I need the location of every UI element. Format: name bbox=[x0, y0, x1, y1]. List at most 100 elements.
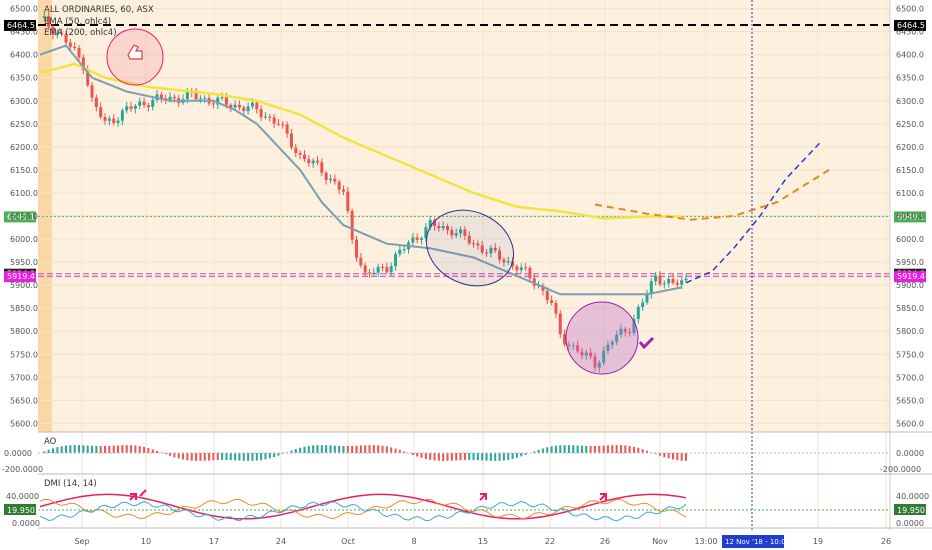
ao-bar bbox=[52, 448, 55, 453]
candle-body bbox=[220, 97, 224, 99]
ao-bar bbox=[264, 453, 267, 460]
candle-body bbox=[593, 356, 597, 368]
ao-bar bbox=[216, 453, 219, 461]
ao-bar bbox=[450, 453, 453, 461]
candle-body bbox=[424, 227, 428, 239]
x-tick-label: Nov bbox=[652, 537, 668, 546]
moving-averages bbox=[39, 44, 682, 296]
ao-bar bbox=[520, 453, 523, 457]
candle-body bbox=[60, 33, 64, 35]
candle-body bbox=[64, 33, 68, 43]
candle-body bbox=[506, 261, 510, 263]
candle-body bbox=[558, 313, 562, 335]
candle-body bbox=[467, 235, 471, 244]
y-tick-label-left: 5850.0 bbox=[10, 304, 38, 313]
candle-body bbox=[472, 243, 476, 245]
candle-body bbox=[515, 266, 519, 271]
ao-bar bbox=[429, 453, 432, 460]
ao-bar bbox=[624, 445, 627, 453]
dmi-minus-line bbox=[39, 498, 687, 519]
ao-bar bbox=[190, 453, 193, 461]
y-tick-label-left: 5900.0 bbox=[10, 281, 38, 290]
ao-bar bbox=[112, 445, 115, 453]
ao-bar bbox=[585, 445, 588, 453]
ao-bar bbox=[368, 445, 371, 453]
candle-body bbox=[138, 101, 142, 106]
ao-bar bbox=[671, 453, 674, 460]
candle-body bbox=[498, 250, 502, 260]
date-badge-label: 12 Nov '18 - 10:00 bbox=[725, 538, 790, 546]
candle-body bbox=[541, 285, 545, 291]
y-tick-label-right: 6250.0 bbox=[896, 120, 924, 129]
ao-bar bbox=[229, 453, 232, 461]
candle-body bbox=[129, 106, 133, 109]
candle-body bbox=[289, 133, 293, 148]
level-label-right: 6049.1 bbox=[897, 212, 925, 221]
projection-orange bbox=[594, 169, 830, 221]
candle-body bbox=[610, 341, 614, 345]
ao-bar bbox=[268, 453, 271, 459]
candle-body bbox=[571, 345, 575, 347]
dmi-right-tick-0: 0.0000 bbox=[896, 519, 924, 528]
ao-bar bbox=[476, 453, 479, 461]
ao-bar bbox=[411, 453, 414, 455]
candle-body bbox=[333, 178, 337, 182]
ao-bar bbox=[364, 445, 367, 453]
arrow-icon bbox=[599, 493, 607, 501]
ao-bar bbox=[234, 453, 237, 461]
level-label-right: 6464.5 bbox=[897, 21, 925, 30]
ao-bar bbox=[299, 447, 302, 453]
ao-bar bbox=[554, 445, 557, 453]
level-label: 6464.5 bbox=[7, 21, 35, 30]
ao-bar bbox=[437, 453, 440, 461]
ao-bar bbox=[177, 453, 180, 459]
dmi-right-tick-40: 40.0000 bbox=[896, 492, 929, 501]
ao-bar bbox=[494, 453, 497, 461]
projection-blue bbox=[685, 141, 821, 284]
x-tick-label: 15 bbox=[478, 537, 488, 546]
candle-body bbox=[55, 33, 59, 35]
candle-body bbox=[337, 181, 341, 190]
ao-bar bbox=[277, 453, 280, 456]
candle-body bbox=[302, 154, 306, 160]
candle-body bbox=[73, 46, 77, 49]
ao-bar bbox=[147, 448, 150, 453]
x-tick-label: 10 bbox=[141, 537, 151, 546]
candle-body bbox=[524, 267, 528, 269]
ao-bar bbox=[567, 445, 570, 453]
candle-body bbox=[589, 352, 593, 357]
ao-bar bbox=[654, 453, 657, 455]
candle-body bbox=[606, 344, 610, 351]
candle-body bbox=[363, 265, 367, 273]
y-tick-label-right: 6150.0 bbox=[896, 166, 924, 175]
y-tick-label-left: 5750.0 bbox=[10, 350, 38, 359]
candle-body bbox=[259, 109, 263, 118]
ao-bar bbox=[69, 445, 72, 453]
ao-bar bbox=[489, 453, 492, 461]
candle-body bbox=[94, 97, 98, 108]
ao-bar bbox=[351, 445, 354, 453]
candle-body bbox=[77, 48, 81, 58]
ao-bar bbox=[676, 453, 679, 461]
x-tick-label: 13:00 bbox=[694, 537, 717, 546]
ao-bar bbox=[533, 451, 536, 453]
dmi-right-level-label: 19.9503 bbox=[897, 506, 930, 515]
y-tick-label-left: 6200.0 bbox=[10, 143, 38, 152]
ema50-line bbox=[39, 44, 682, 296]
candle-body bbox=[294, 147, 298, 154]
ao-bar bbox=[329, 445, 332, 453]
ao-bar bbox=[130, 445, 133, 453]
level-badge-right bbox=[894, 211, 926, 223]
candle-body bbox=[346, 191, 350, 212]
y-tick-label-right: 5950.0 bbox=[896, 258, 924, 267]
candle-body bbox=[441, 226, 445, 229]
candle-body bbox=[649, 281, 653, 295]
ao-tick-1: -200.0000 bbox=[2, 465, 43, 474]
candle-body bbox=[159, 94, 163, 99]
ao-bar bbox=[507, 453, 510, 460]
candle-body bbox=[528, 267, 532, 279]
candle-body bbox=[602, 350, 606, 363]
candle-body bbox=[263, 116, 267, 118]
y-tick-label-right: 6500.0 bbox=[896, 5, 924, 14]
candle-body bbox=[185, 91, 189, 100]
